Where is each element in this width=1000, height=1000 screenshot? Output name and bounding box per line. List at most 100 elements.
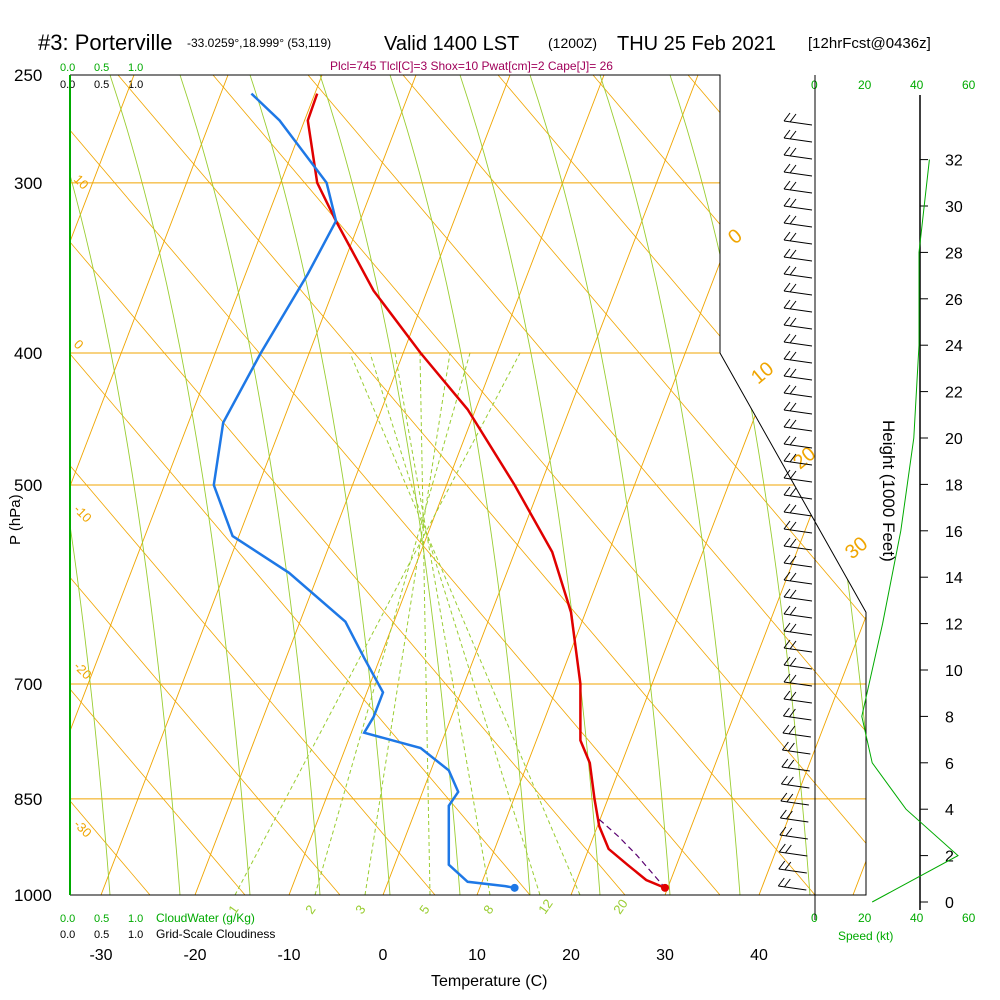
- speed-label: Speed (kt): [838, 929, 893, 943]
- height-tick-label: 32: [945, 153, 963, 170]
- height-tick-label: 0: [945, 895, 954, 912]
- pressure-tick-label: 1000: [14, 886, 52, 905]
- y-axis-label: P (hPa): [7, 494, 24, 545]
- wind-barb: [783, 316, 813, 330]
- wind-barb: [783, 656, 813, 670]
- wind-barb: [783, 707, 812, 721]
- valid-time: Valid 1400 LST: [384, 33, 519, 55]
- wind-barb: [783, 639, 813, 653]
- moist-adiabat-line: [599, 75, 741, 895]
- moist-adiabat-line: [459, 75, 601, 895]
- moist-adiabat-line: [669, 75, 811, 895]
- height-tick-label: 22: [945, 385, 963, 402]
- speed-scale-top-2: 40: [910, 78, 924, 92]
- mixing-ratio-label: 8: [480, 902, 496, 917]
- moist-adiabat-line: [389, 75, 531, 895]
- cloudiness-scale-bottom-2: 1.0: [128, 929, 143, 941]
- mixing-ratio-label: 3: [352, 902, 368, 917]
- wind-barb: [778, 843, 808, 857]
- mixing-ratio-label: 20: [610, 896, 631, 916]
- cloud-scale-top-0: 0.0: [60, 62, 75, 74]
- cloudiness-label: Grid-Scale Cloudiness: [156, 927, 275, 941]
- wind-barb: [783, 452, 813, 466]
- mixing-ratio-line: [314, 352, 471, 895]
- mixing-ratio-label: 12: [535, 896, 556, 916]
- wind-barb: [783, 469, 813, 483]
- adiabat-label: 0: [71, 337, 87, 353]
- adiabat-label: -20: [71, 659, 95, 683]
- wind-barb: [783, 384, 813, 398]
- isotherm-line: [758, 75, 866, 895]
- wind-barb: [783, 503, 813, 517]
- adiabat-label: -30: [71, 817, 95, 841]
- wind-barb: [783, 180, 813, 194]
- wind-speed-profile: [861, 159, 959, 903]
- temperature-tick-label: 40: [750, 947, 768, 964]
- wind-barb: [783, 248, 813, 262]
- height-tick-label: 28: [945, 245, 963, 262]
- sounding-indices: Plcl=745 Tlcl[C]=3 Shox=10 Pwat[cm]=2 Ca…: [330, 59, 613, 73]
- bottom-scales: 0.0 0.5 1.0 CloudWater (g/Kg) 0.0 0.5 1.…: [60, 911, 976, 943]
- height-tick-label: 8: [945, 709, 954, 726]
- isotherm-line: [70, 75, 135, 895]
- wind-barb: [783, 520, 813, 534]
- height-tick-label: 14: [945, 570, 963, 587]
- mixing-ratio-label: 2: [302, 902, 318, 917]
- temperature-tick-label: 10: [468, 947, 486, 964]
- mixing-ratio-label: 5: [416, 902, 432, 917]
- moist-adiabat-line: [70, 75, 181, 895]
- speed-scale-bottom-2: 40: [910, 911, 924, 925]
- wind-barb: [783, 486, 813, 500]
- temperature-tick-label: -30: [89, 947, 112, 964]
- dry-adiabat-line: [70, 75, 341, 895]
- cloud-scale-bottom-2: 1.0: [128, 913, 143, 925]
- wind-barb: [783, 690, 812, 704]
- temperature-tick-label: 30: [656, 947, 674, 964]
- adiabat-label: -10: [71, 502, 95, 526]
- wind-barb: [783, 214, 813, 228]
- wind-barb: [783, 197, 813, 211]
- dry-adiabat-line: [973, 75, 1000, 895]
- wind-barbs: [777, 112, 813, 891]
- cloudiness-scale-bottom-0: 0.0: [60, 929, 75, 941]
- mixing-ratio-line: [419, 353, 431, 895]
- speed-scale-bottom-3: 60: [962, 911, 976, 925]
- height-tick-label: 24: [945, 338, 963, 355]
- wind-barb: [783, 350, 813, 364]
- height-tick-label: 30: [945, 199, 963, 216]
- height-tick-label: 10: [945, 663, 963, 680]
- wind-barb: [783, 265, 813, 279]
- cloud-scale-top-2: 1.0: [128, 62, 143, 74]
- moist-adiabat-line: [249, 75, 391, 895]
- station-coords: -33.0259°,18.999° (53,119): [187, 36, 331, 50]
- speed-scale-top-1: 20: [858, 78, 872, 92]
- cloudiness-scale-top-2: 1.0: [128, 79, 143, 91]
- mixing-ratio-line: [364, 352, 451, 895]
- dry-adiabat-line: [70, 75, 246, 895]
- wind-barb: [779, 809, 809, 823]
- wind-barb: [783, 401, 813, 415]
- cloud-scale-bottom-0: 0.0: [60, 913, 75, 925]
- temperature-line: [306, 93, 666, 890]
- isotherm-line: [852, 75, 866, 895]
- mixing-ratio-line: [349, 352, 581, 895]
- height-tick-label: 6: [945, 756, 954, 773]
- height-tick-label: 18: [945, 477, 963, 494]
- surface-temperature-point: [661, 883, 669, 892]
- wind-barb: [783, 588, 813, 602]
- pressure-tick-label: 850: [14, 790, 42, 809]
- height-tick-label: 16: [945, 524, 963, 541]
- wind-barb: [783, 299, 813, 313]
- height-tick-label: 2: [945, 849, 954, 866]
- pressure-tick-label: 500: [14, 476, 42, 495]
- wind-barb: [783, 129, 813, 143]
- wind-barb: [783, 112, 813, 126]
- height-axis-label: Height (1000 Feet): [879, 420, 898, 562]
- temperature-tick-label: -10: [277, 947, 300, 964]
- cloud-scale-top-1: 0.5: [94, 62, 109, 74]
- moist-adiabat-line: [529, 75, 671, 895]
- pressure-tick-label: 400: [14, 344, 42, 363]
- wind-barb: [783, 605, 813, 619]
